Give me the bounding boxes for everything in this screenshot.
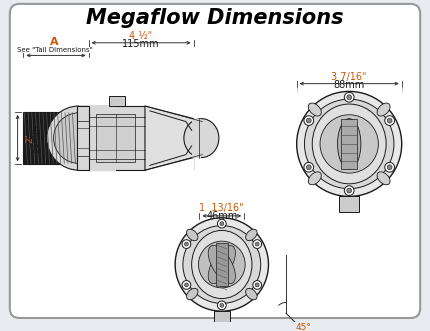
Text: A: A	[50, 37, 59, 47]
Circle shape	[175, 218, 268, 311]
Circle shape	[253, 281, 261, 289]
Text: 1  13/16": 1 13/16"	[200, 203, 244, 213]
Ellipse shape	[312, 104, 386, 184]
Text: 45°: 45°	[295, 323, 311, 331]
Text: See "Tail Dimensions": See "Tail Dimensions"	[17, 47, 92, 53]
Ellipse shape	[208, 245, 235, 284]
Text: 51mm: 51mm	[31, 123, 40, 153]
Circle shape	[306, 118, 311, 123]
Bar	[109, 96, 125, 106]
Bar	[192, 118, 201, 158]
Text: 88mm: 88mm	[334, 79, 365, 90]
Circle shape	[304, 163, 313, 172]
Bar	[79, 105, 116, 171]
Circle shape	[199, 241, 245, 288]
Circle shape	[385, 116, 394, 125]
Polygon shape	[145, 106, 194, 170]
Circle shape	[385, 163, 394, 172]
Circle shape	[182, 281, 191, 289]
Circle shape	[297, 91, 402, 196]
Ellipse shape	[377, 103, 390, 116]
Circle shape	[344, 92, 354, 102]
Circle shape	[54, 113, 104, 164]
FancyBboxPatch shape	[10, 4, 420, 318]
Circle shape	[347, 95, 352, 100]
Ellipse shape	[184, 118, 219, 158]
Ellipse shape	[308, 103, 321, 116]
Circle shape	[387, 118, 392, 123]
Circle shape	[47, 106, 111, 170]
Text: 4 ½": 4 ½"	[129, 31, 153, 41]
Text: 46mm: 46mm	[206, 211, 237, 221]
Bar	[96, 114, 135, 163]
Circle shape	[182, 240, 191, 249]
Circle shape	[306, 165, 311, 170]
Ellipse shape	[338, 118, 361, 169]
Circle shape	[218, 301, 226, 310]
Ellipse shape	[246, 288, 257, 300]
Ellipse shape	[192, 230, 252, 299]
Ellipse shape	[308, 172, 321, 185]
Text: Megaflow Dimensions: Megaflow Dimensions	[86, 8, 344, 27]
Bar	[214, 311, 230, 325]
Circle shape	[220, 222, 224, 226]
Bar	[89, 106, 145, 170]
Circle shape	[320, 115, 378, 173]
Circle shape	[344, 186, 354, 196]
Bar	[341, 118, 357, 169]
Bar	[216, 243, 227, 286]
Text: 3 7/16": 3 7/16"	[332, 72, 367, 82]
Circle shape	[255, 242, 259, 246]
Circle shape	[304, 99, 394, 189]
Circle shape	[184, 283, 188, 287]
Ellipse shape	[246, 229, 257, 241]
Ellipse shape	[377, 172, 390, 185]
Circle shape	[218, 219, 226, 228]
Text: 2": 2"	[25, 133, 34, 143]
Bar	[339, 196, 359, 212]
Circle shape	[253, 240, 261, 249]
Circle shape	[255, 283, 259, 287]
Text: 115mm: 115mm	[123, 39, 160, 49]
Circle shape	[387, 165, 392, 170]
Circle shape	[304, 116, 313, 125]
Bar	[23, 112, 77, 165]
Circle shape	[220, 304, 224, 307]
Circle shape	[183, 226, 261, 304]
Bar	[77, 106, 89, 170]
Ellipse shape	[187, 229, 198, 241]
Circle shape	[184, 242, 188, 246]
Circle shape	[347, 188, 352, 193]
Ellipse shape	[208, 245, 235, 284]
Ellipse shape	[187, 288, 198, 300]
